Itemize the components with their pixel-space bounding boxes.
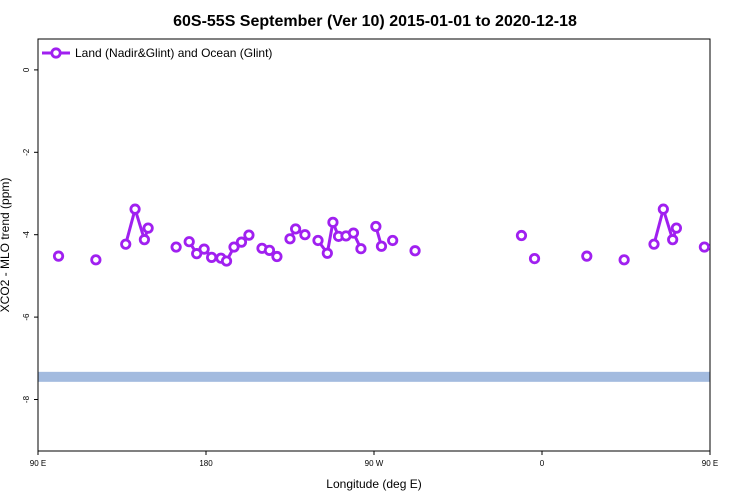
data-point: [312, 234, 324, 247]
chart-title: 60S-55S September (Ver 10) 2015-01-01 to…: [173, 13, 577, 30]
series-line: [124, 207, 150, 245]
series-layer: [52, 203, 711, 267]
data-point: [120, 238, 132, 250]
data-point: [206, 251, 218, 263]
data-point: [228, 241, 240, 253]
data-point: [648, 238, 660, 250]
data-point: [220, 255, 233, 267]
y-tick-label: -4: [22, 231, 31, 239]
y-tick-label: -2: [22, 148, 31, 156]
x-tick-label: 90 W: [365, 459, 384, 468]
data-point: [409, 245, 421, 257]
data-point: [698, 241, 711, 253]
x-tick-label: 180: [199, 459, 213, 468]
x-axis-title: Longitude (deg E): [326, 477, 421, 491]
legend: Land (Nadir&Glint) and Ocean (Glint): [42, 46, 272, 60]
data-point: [667, 234, 679, 246]
y-axis-title: XCO2 - MLO trend (ppm): [0, 178, 12, 313]
x-tick-label: 90 E: [702, 459, 718, 468]
data-point: [327, 216, 339, 228]
data-point: [271, 250, 283, 263]
data-point: [670, 222, 683, 234]
band-layer: [38, 371, 710, 382]
data-point: [129, 203, 141, 215]
data-point: [528, 252, 541, 265]
data-point: [90, 254, 102, 266]
y-tick-label: -8: [22, 395, 31, 403]
y-axis: 0 -2 -4 -6 -8: [22, 67, 38, 403]
data-point: [170, 241, 182, 253]
data-point: [235, 236, 248, 248]
data-point: [581, 250, 593, 262]
x-tick-label: 90 E: [30, 459, 46, 468]
x-axis: 90 E 180 90 W 0 90 E: [30, 451, 718, 468]
y-tick-label: 0: [22, 67, 31, 72]
data-point: [142, 222, 154, 234]
data-point: [321, 247, 333, 259]
data-point: [289, 223, 302, 235]
plot-frame: [37, 38, 711, 452]
y-tick-label: -6: [22, 313, 31, 321]
data-point: [198, 243, 210, 255]
data-point: [370, 220, 382, 233]
data-point: [299, 229, 311, 241]
reference-band: [38, 371, 710, 382]
data-point: [657, 203, 669, 215]
data-point: [355, 243, 367, 255]
data-point: [387, 234, 399, 247]
legend-marker: [50, 47, 62, 59]
data-point: [243, 229, 255, 241]
data-point: [52, 250, 65, 262]
data-point: [375, 240, 388, 252]
data-point: [138, 234, 150, 246]
data-point: [347, 227, 360, 239]
data-point: [515, 229, 528, 242]
data-point: [263, 244, 276, 256]
data-point: [284, 233, 296, 245]
data-point: [618, 254, 630, 266]
x-tick-label: 0: [540, 459, 545, 468]
series-line: [652, 207, 678, 245]
legend-label: Land (Nadir&Glint) and Ocean (Glint): [75, 46, 272, 60]
data-point: [183, 236, 195, 248]
